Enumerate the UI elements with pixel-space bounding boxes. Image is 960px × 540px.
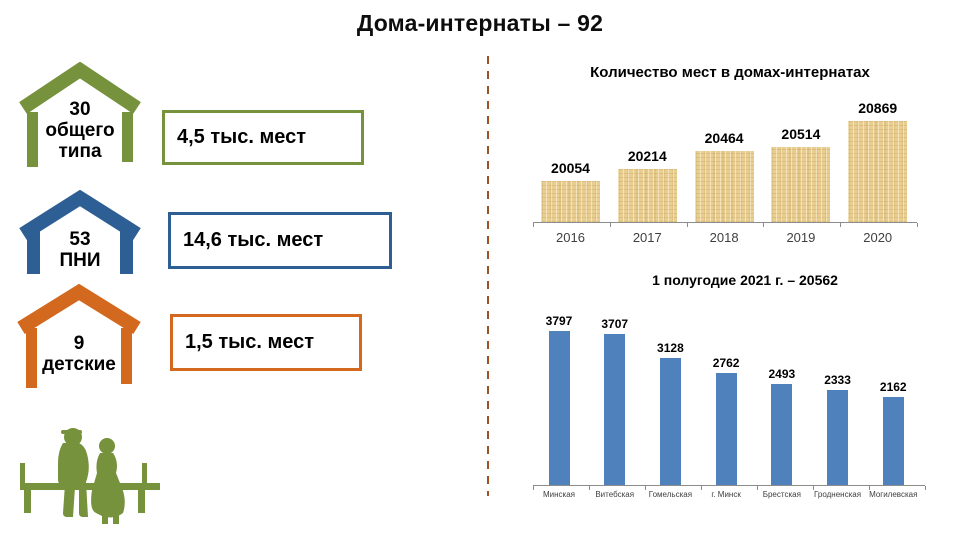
category-label: 2019 [786, 230, 816, 245]
chart-places-by-year: Количество мест в домах-интернатах 20054… [520, 64, 940, 260]
bar-Гродненская [827, 390, 849, 485]
axis-tick [701, 486, 702, 490]
axis-tick [763, 223, 765, 227]
data-label: 20464 [704, 130, 744, 146]
bar-2016 [541, 181, 600, 222]
category-label: Минская [542, 490, 575, 499]
house-icon-children [17, 284, 141, 388]
x-axis [533, 222, 917, 223]
page-title: Дома-интернаты – 92 [356, 10, 604, 36]
category-label: 2018 [709, 230, 739, 245]
capacity-box-children: 1,5 тыс. мест [170, 314, 362, 371]
chart-title-places: Количество мест в домах-интернатах [590, 64, 870, 81]
data-label: 20214 [627, 148, 667, 164]
axis-tick [757, 486, 758, 490]
axis-tick [609, 223, 611, 227]
axis-tick [645, 486, 646, 490]
data-label: 2162 [879, 380, 907, 394]
house-label-general: 30 общего типа [45, 99, 115, 162]
axis-tick [869, 486, 870, 490]
category-label: Брестская [762, 490, 801, 499]
data-label: 3707 [601, 317, 629, 331]
category-label: Гродненская [814, 490, 862, 499]
plot-places-by-year: 20054 2016 20214 2017 20464 2018 20514 2019 2086… [520, 64, 940, 260]
axis-tick [589, 486, 590, 490]
data-label: 20869 [858, 100, 898, 116]
bar-Гомельская [659, 358, 681, 485]
data-label: 2333 [824, 373, 851, 387]
axis-tick [840, 223, 842, 227]
bar-2020 [848, 121, 908, 222]
chart-title-regions: 1 полугодие 2021 г. – 20562 [652, 272, 838, 288]
data-label: 20054 [551, 160, 590, 176]
capacity-box-general: 4,5 тыс. мест [162, 110, 364, 165]
axis-tick [925, 486, 926, 490]
capacity-box-pni: 14,6 тыс. мест [168, 212, 392, 269]
bar-2019 [771, 147, 831, 222]
category-label: Витебская [595, 490, 635, 499]
category-label: 2016 [556, 230, 585, 245]
bar-Брестская [771, 384, 793, 485]
axis-tick [533, 486, 534, 490]
category-label: г. Минск [711, 490, 741, 499]
elderly-couple-on-bench-icon [20, 428, 160, 524]
bar-2018 [694, 151, 754, 222]
bar-2017 [617, 169, 677, 222]
axis-tick [533, 223, 534, 227]
house-label-pni: 53 ПНИ [59, 229, 101, 271]
plot-places-by-region: 3797 Минская 3707 Витебская 3128 Гомельская 27… [520, 266, 940, 516]
chart-places-by-region: 1 полугодие 2021 г. – 20562 3797 Минская 3… [520, 266, 940, 516]
data-label: 3128 [657, 341, 684, 355]
axis-tick [686, 223, 688, 227]
axis-tick [917, 223, 918, 227]
data-label: 2762 [712, 356, 740, 370]
category-label: Могилевская [869, 490, 918, 499]
bar-Витебская [604, 334, 626, 485]
bar-Минская [548, 331, 570, 485]
data-label: 2493 [768, 367, 796, 381]
category-label: Гомельская [648, 490, 693, 499]
data-label: 3797 [545, 314, 573, 328]
data-label: 20514 [781, 126, 821, 142]
category-label: 2020 [863, 230, 893, 245]
house-icon-pni [19, 190, 141, 274]
x-axis [533, 485, 925, 486]
dashed-divider [487, 56, 489, 496]
axis-tick [813, 486, 814, 490]
category-label: 2017 [632, 230, 662, 245]
house-icon-general [19, 62, 141, 167]
bar-г. Минск [715, 373, 737, 485]
house-label-children: 9 детские [42, 333, 116, 375]
bar-Могилевская [882, 397, 904, 485]
